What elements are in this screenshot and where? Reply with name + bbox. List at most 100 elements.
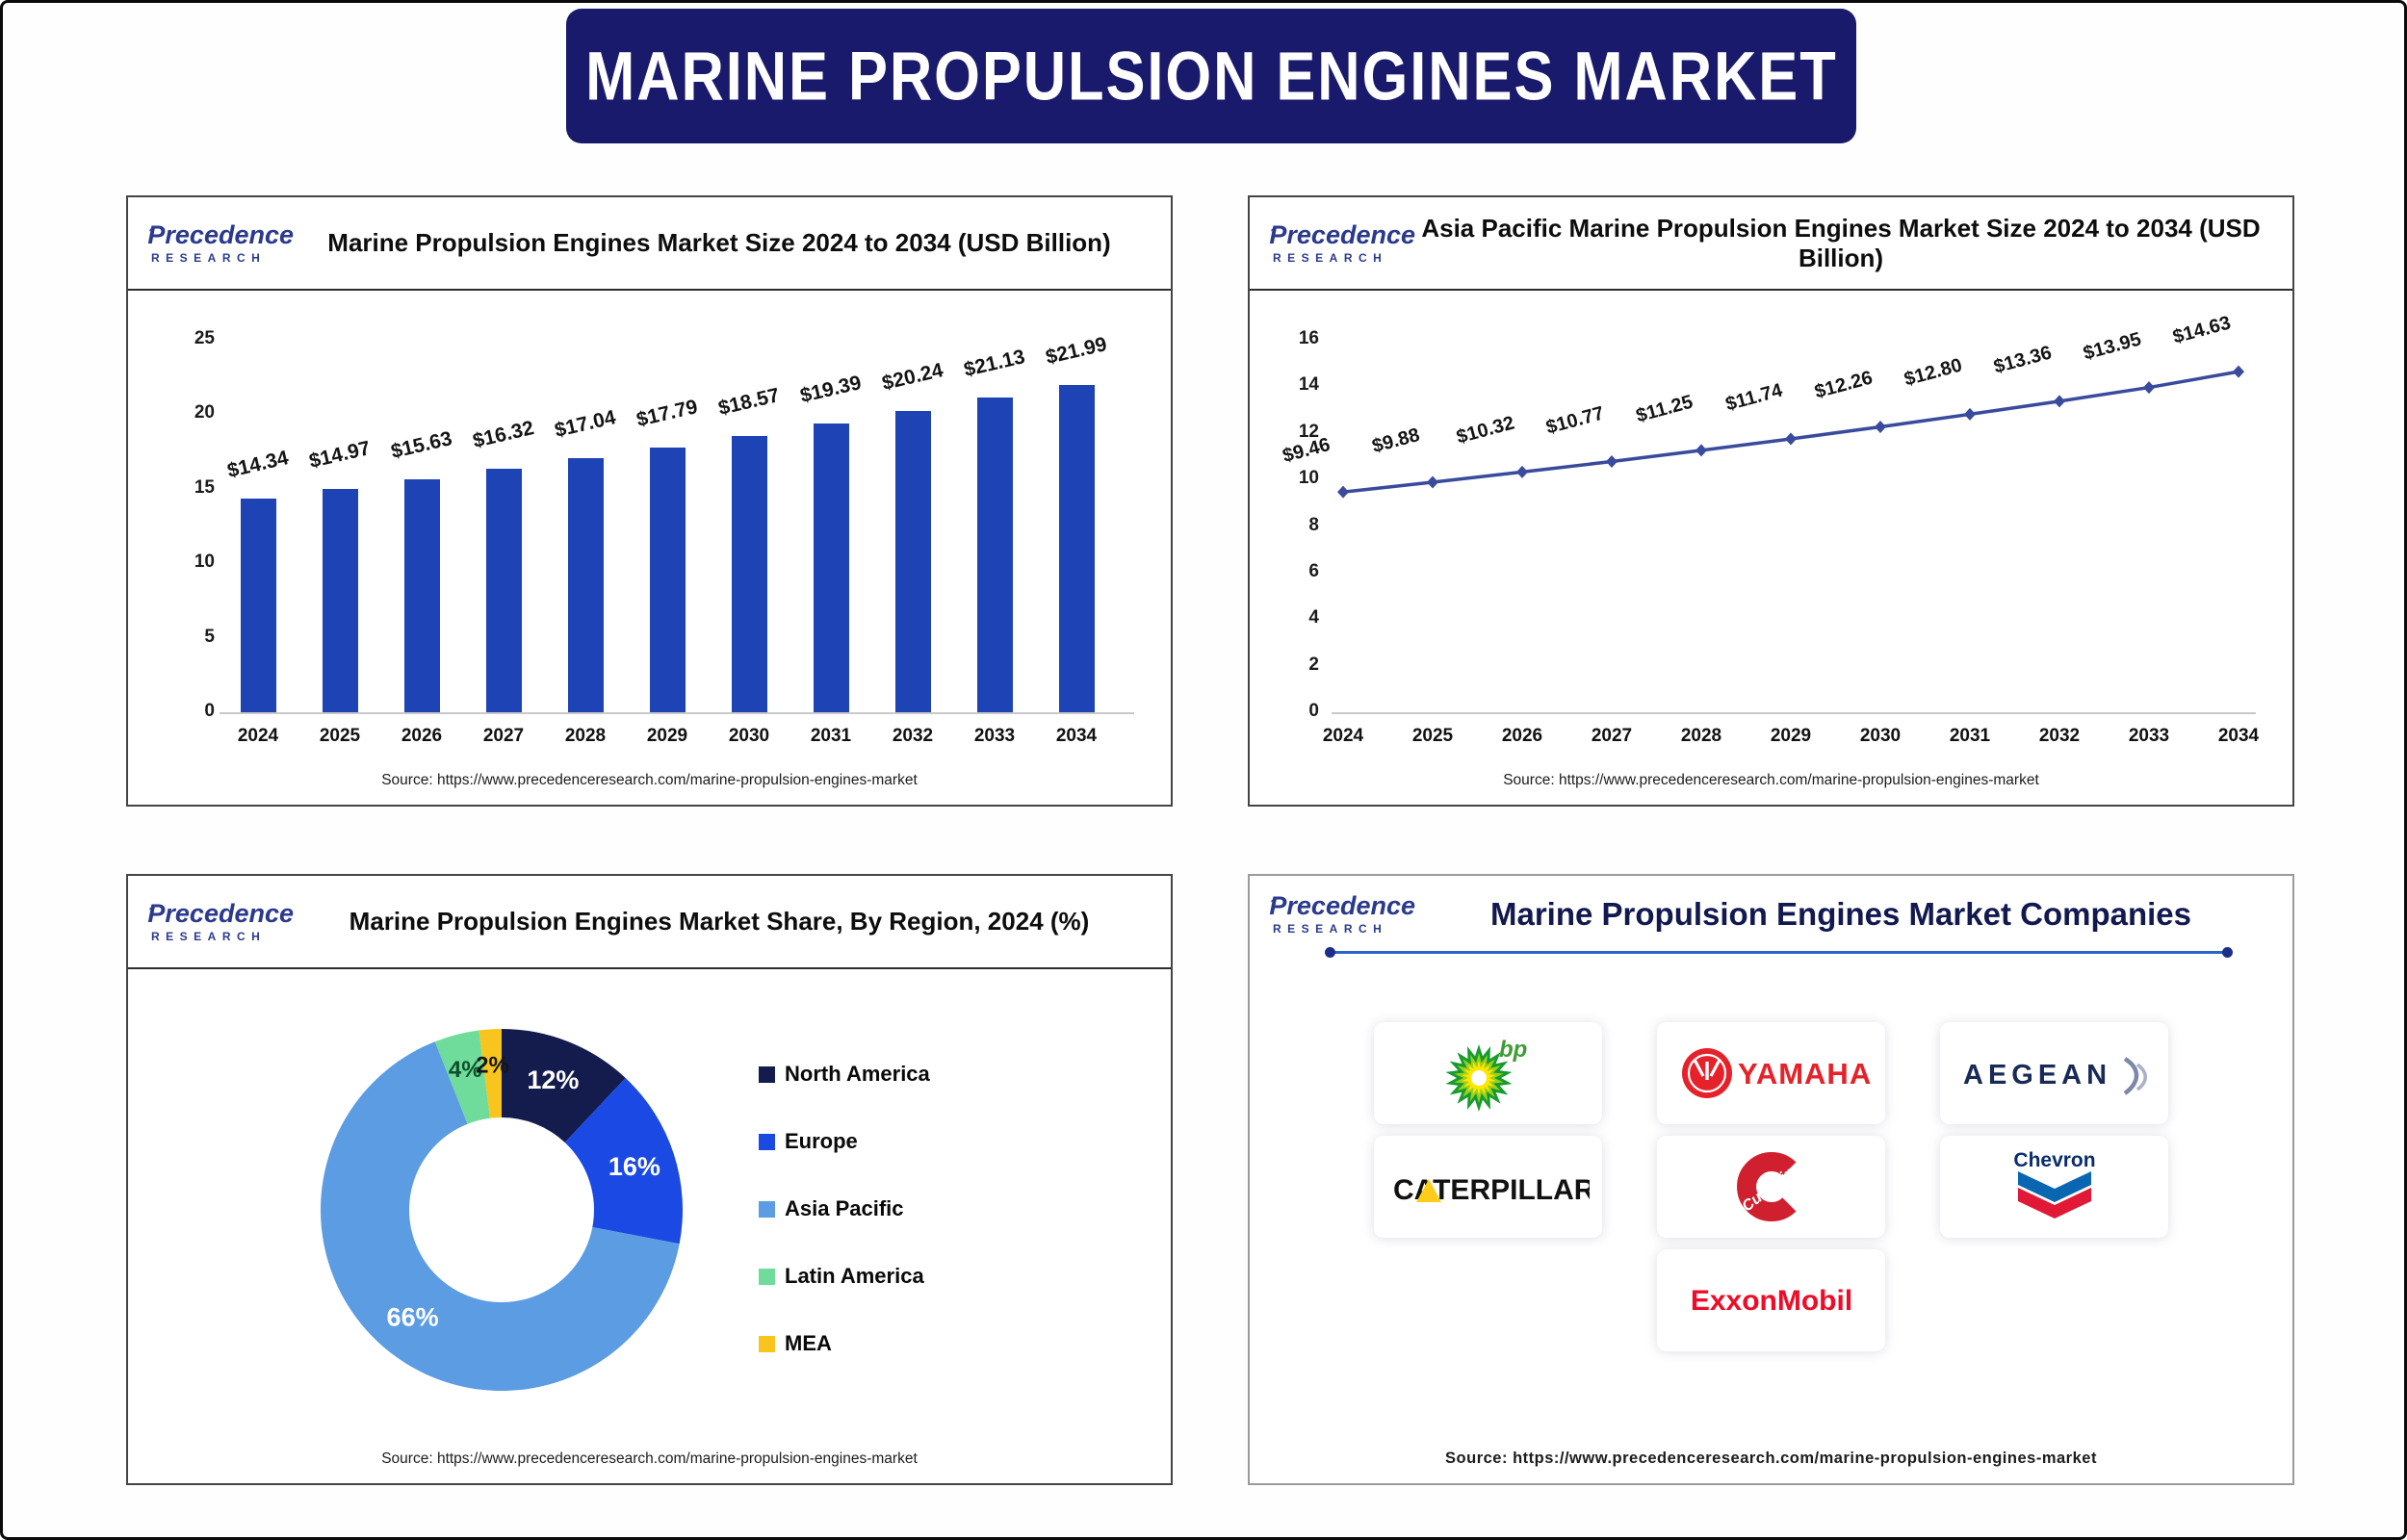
company-card-row: CATERPILLAR Cummins Chevron	[1374, 1136, 2168, 1238]
y-axis-tick: 16	[1298, 328, 1319, 348]
donut-svg: 12% 16% 66% 4%2%	[320, 1029, 683, 1391]
company-logo-caterpillar: CATERPILLAR	[1393, 1174, 1590, 1206]
source-note: Source: https://www.precedenceresearch.c…	[1445, 1450, 2097, 1467]
brand-logo: Precedence RESEARCH	[1269, 219, 1415, 265]
slice-label: 16%	[608, 1152, 660, 1181]
data-point-marker	[1606, 455, 1618, 469]
x-axis-label: 2029	[646, 726, 688, 746]
divider-dot	[1325, 947, 1335, 958]
legend-label: North America	[785, 1062, 930, 1086]
company-card: AEGEAN	[1940, 1022, 2168, 1124]
legend-swatch	[759, 1065, 775, 1083]
y-axis-tick: 10	[1298, 468, 1319, 489]
donut-slice	[564, 1077, 683, 1245]
panel-line-chart: Precedence RESEARCH Asia Pacific Marine …	[1248, 195, 2294, 807]
x-axis-label: 2024	[237, 726, 279, 746]
svg-text:Chevron: Chevron	[2013, 1149, 2095, 1171]
legend-item: Asia Pacific	[759, 1196, 930, 1221]
y-axis-tick: 25	[194, 328, 215, 348]
donut-chart: North America Europe Asia Pacific Latin Ame…	[128, 967, 1171, 1483]
companies-title: Marine Propulsion Engines Market Compani…	[1490, 896, 2191, 932]
donut-slice	[434, 1030, 490, 1124]
legend-label: Europe	[785, 1129, 858, 1153]
svg-text:YAMAHA: YAMAHA	[1738, 1057, 1872, 1091]
x-axis-label: 2027	[1591, 726, 1633, 746]
brand-logo: Precedence RESEARCH	[147, 900, 294, 943]
x-axis-label: 2025	[319, 726, 361, 746]
chart-title: Asia Pacific Marine Propulsion Engines M…	[1421, 213, 2261, 272]
y-axis-tick: 20	[194, 402, 215, 424]
company-logo-exxonmobil: ExxonMobil	[1690, 1285, 1851, 1317]
brand-subtitle: RESEARCH	[1273, 250, 1388, 265]
x-axis-label: 2030	[1859, 726, 1902, 746]
company-card: YAMAHA	[1657, 1022, 1885, 1124]
legend-swatch	[759, 1335, 775, 1352]
bar-chart: 0 5 10 15 20 25 $14.34 2024 $14.97 2025 $15.63 2026…	[128, 289, 1171, 805]
donut-slice	[479, 1029, 502, 1118]
bar	[567, 458, 604, 712]
bar	[976, 397, 1013, 712]
bar	[731, 435, 767, 712]
data-point-marker	[1695, 444, 1707, 457]
legend-swatch	[759, 1133, 775, 1150]
panel-header: Precedence RESEARCH Marine Propulsion En…	[1250, 876, 2292, 953]
x-axis-label: 2026	[401, 726, 443, 746]
panel-bar-chart: Precedence RESEARCH Marine Propulsion En…	[126, 195, 1173, 807]
data-point-marker	[1964, 407, 1976, 421]
bar	[322, 489, 358, 712]
bar	[649, 447, 686, 712]
svg-text:bp: bp	[1499, 1037, 1527, 1063]
data-point-marker	[1785, 432, 1797, 446]
company-logo-bp: bp	[1445, 1037, 1527, 1112]
legend: North America Europe Asia Pacific Latin Ame…	[759, 1062, 930, 1399]
x-axis-label: 2028	[564, 726, 607, 746]
bar	[485, 469, 522, 712]
line-svg-wrap	[1250, 289, 2292, 805]
donut-slice	[502, 1029, 626, 1143]
x-axis-label: 2027	[482, 726, 525, 746]
source-note: Source: https://www.precedenceresearch.c…	[381, 772, 918, 788]
x-axis-label: 2030	[728, 726, 770, 746]
bar	[240, 499, 276, 712]
leaf-icon	[1271, 899, 1274, 903]
x-axis-label: 2032	[2038, 726, 2081, 746]
y-axis-tick: 10	[194, 552, 215, 573]
slice-label: 12%	[527, 1065, 579, 1094]
y-axis-tick: 6	[1308, 560, 1319, 581]
legend-label: Latin America	[785, 1264, 924, 1288]
brand-logo: Precedence RESEARCH	[1269, 891, 1415, 937]
data-point-marker	[2054, 395, 2065, 408]
x-axis-line	[1332, 712, 2256, 714]
company-card-row: bp YAMAHA AEGEAN	[1374, 1022, 2168, 1124]
legend-item: North America	[759, 1062, 930, 1087]
bar	[894, 410, 931, 712]
x-axis-label: 2031	[1949, 726, 1991, 746]
y-axis-tick: 5	[204, 626, 215, 647]
legend-item: Latin America	[759, 1264, 930, 1289]
brand-name: Precedence	[1269, 219, 1415, 249]
source-note: Source: https://www.precedenceresearch.c…	[381, 1450, 918, 1467]
x-axis-label: 2034	[1055, 726, 1098, 746]
company-logo-chevron: Chevron	[2013, 1149, 2095, 1219]
y-axis-tick: 2	[1308, 654, 1319, 675]
legend-swatch	[759, 1268, 775, 1285]
brand-name: Precedence	[1269, 891, 1415, 920]
x-axis-label: 2031	[810, 726, 852, 746]
panel-header: Precedence RESEARCH Marine Propulsion En…	[128, 876, 1171, 969]
company-cards: bp YAMAHA AEGEAN CATERPILLAR Cummins Chevr…	[1250, 1022, 2292, 1351]
donut-svg-wrap: 12% 16% 66% 4% 2%	[299, 1008, 704, 1412]
y-axis-tick: 0	[204, 701, 215, 721]
source-note: Source: https://www.precedenceresearch.c…	[1503, 772, 2039, 788]
y-axis-tick: 14	[1298, 374, 1319, 396]
bar	[403, 479, 440, 712]
svg-text:AEGEAN: AEGEAN	[1963, 1060, 2111, 1091]
company-logo-cummins: Cummins	[1736, 1152, 1804, 1221]
bar	[1058, 384, 1095, 712]
slice-label: 66%	[387, 1303, 439, 1332]
legend-swatch	[759, 1200, 775, 1218]
y-axis-tick: 15	[194, 476, 215, 498]
company-card: ExxonMobil	[1657, 1249, 1885, 1351]
company-card: bp	[1374, 1022, 1602, 1124]
x-axis-label: 2026	[1501, 726, 1543, 746]
